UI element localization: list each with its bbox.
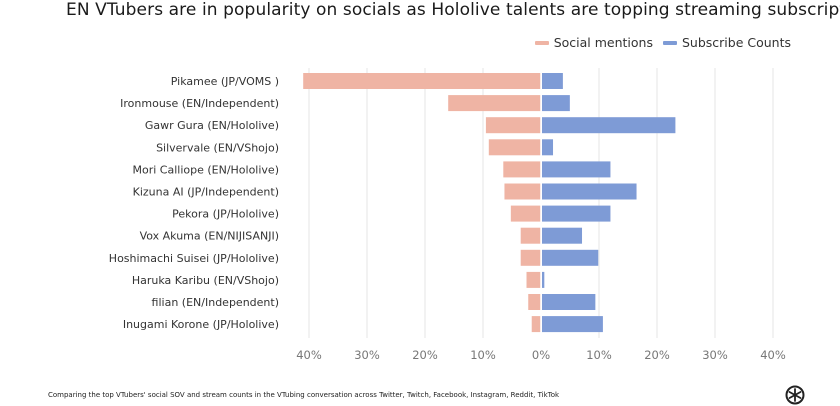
bar-subscribe-counts	[542, 95, 570, 112]
bar-social-mentions	[528, 294, 541, 310]
x-tick-label: 10%	[586, 348, 612, 362]
category-label: Gawr Gura (EN/Hololive)	[145, 119, 279, 132]
legend-label-subscribe-counts: Subscribe Counts	[681, 35, 791, 50]
footnote: Comparing the top VTubers' social SOV an…	[48, 391, 560, 399]
legend-swatch-subscribe-counts	[662, 40, 677, 45]
bar-subscribe-counts	[542, 139, 554, 156]
bar-social-mentions	[448, 95, 541, 112]
x-tick-label: 0%	[532, 348, 550, 362]
bar-subscribe-counts	[542, 161, 611, 178]
category-label: Haruka Karibu (EN/VShojo)	[132, 274, 279, 287]
x-tick-label: 20%	[644, 348, 670, 362]
brand-logo-icon	[785, 385, 805, 405]
x-tick-label: 40%	[296, 348, 322, 362]
category-label: Inugami Korone (JP/Hololive)	[123, 318, 279, 331]
chart-legend: Social mentions Subscribe Counts	[534, 35, 791, 50]
category-label: Ironmouse (EN/Independent)	[120, 97, 279, 110]
x-tick-label: 20%	[412, 348, 438, 362]
bar-social-mentions	[520, 249, 541, 266]
category-label: Silvervale (EN/VShojo)	[156, 141, 279, 154]
x-tick-label: 30%	[702, 348, 728, 362]
bar-social-mentions	[485, 117, 541, 134]
bar-subscribe-counts	[542, 249, 599, 266]
bar-subscribe-counts	[542, 183, 637, 200]
category-label: Pikamee (JP/VOMS )	[171, 75, 279, 88]
bar-social-mentions	[503, 161, 541, 178]
x-tick-label: 30%	[354, 348, 380, 362]
bar-social-mentions	[303, 73, 541, 89]
chart-title: EN VTubers are in popularity on socials …	[66, 0, 840, 20]
category-label: Kizuna AI (JP/Independent)	[133, 186, 279, 199]
bar-social-mentions	[504, 183, 541, 200]
bar-subscribe-counts	[542, 205, 611, 222]
x-tick-label: 40%	[760, 348, 786, 362]
bar-subscribe-counts	[542, 227, 583, 244]
x-tick-label: 10%	[470, 348, 496, 362]
legend-label-social-mentions: Social mentions	[553, 35, 653, 50]
bar-subscribe-counts	[542, 294, 596, 310]
bar-social-mentions	[520, 227, 541, 244]
category-label: filian (EN/Independent)	[152, 296, 279, 309]
bar-subscribe-counts	[542, 316, 603, 333]
bar-subscribe-counts	[542, 73, 563, 89]
bar-social-mentions	[531, 316, 541, 333]
category-label: Pekora (JP/Hololive)	[172, 208, 279, 221]
legend-swatch-social-mentions	[534, 40, 549, 45]
bar-subscribe-counts	[542, 271, 545, 288]
legend-item-social-mentions[interactable]: Social mentions	[534, 35, 653, 50]
bar-social-mentions	[488, 139, 541, 156]
bar-social-mentions	[526, 271, 541, 288]
bar-subscribe-counts	[542, 117, 676, 134]
category-label: Vox Akuma (EN/NIJISANJI)	[140, 230, 279, 243]
category-label: Mori Calliope (EN/Hololive)	[132, 163, 279, 176]
bar-social-mentions	[510, 205, 541, 222]
legend-item-subscribe-counts[interactable]: Subscribe Counts	[662, 35, 791, 50]
category-label: Hoshimachi Suisei (JP/Hololive)	[109, 252, 279, 265]
